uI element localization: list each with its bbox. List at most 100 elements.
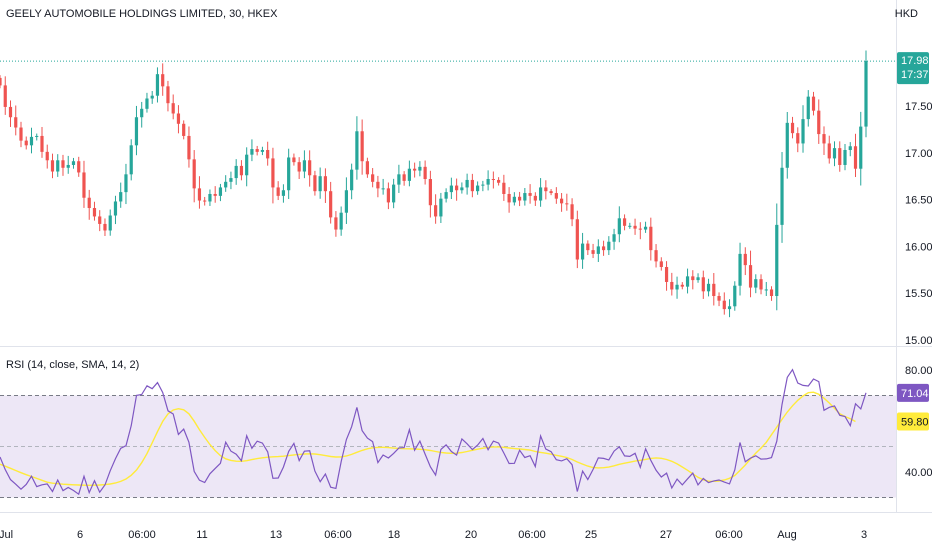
price-tick-label: 16.00 [905,241,932,253]
candle [287,148,291,200]
time-tick-label: 06:00 [715,529,743,541]
candle [455,178,459,201]
candle-body [565,203,569,205]
candle-body [313,175,317,192]
candle-body [386,188,390,203]
candle [738,242,742,296]
candle-body [607,241,611,251]
candle [239,160,244,181]
candle-body [706,283,711,292]
candle [56,154,60,177]
candle-body [481,184,485,186]
candle [418,161,422,177]
candle [19,121,23,148]
countdown-label: 17:37 [901,69,929,81]
candle-body [497,179,501,183]
candle [502,174,506,201]
candle [769,286,774,301]
candle-body [423,166,427,180]
candle-body [50,160,55,172]
candle [491,171,495,189]
time-tick-label: 6 [77,529,83,541]
candle [470,173,474,198]
candle-body [360,131,364,162]
candle [407,160,411,187]
candle-body [213,193,217,196]
candle [675,276,679,299]
candle-body [696,277,700,281]
candle [329,181,333,224]
candle [680,282,684,290]
candle [596,239,600,262]
candle-body [40,135,44,152]
candle [234,159,238,185]
candle [344,177,348,224]
candle [706,278,711,297]
candle [822,126,826,155]
candle [365,157,369,178]
time-tick-label: 3 [861,529,867,541]
candle-body [329,191,333,218]
candle [108,209,112,236]
candle [197,176,202,209]
candle-body [292,157,296,163]
candle [355,116,359,180]
candle [171,94,175,120]
candle-body [24,140,28,146]
candle [617,206,621,243]
candle [323,168,328,203]
candle-body [759,279,763,290]
axis-unit-label: HKD [894,8,918,20]
candle-body [444,192,448,199]
candle-body [271,158,275,188]
candle [580,232,585,269]
candle-body [717,296,721,301]
candle-body [769,289,774,297]
candle [775,203,779,311]
candle [806,90,810,127]
candle [439,192,443,223]
candle-body [108,215,112,231]
rsi-title: RSI (14, close, SMA, 14, 2) [6,359,140,371]
candle-body [87,197,91,209]
candle [575,210,579,269]
candle-body [365,161,369,175]
candle-body [371,174,375,182]
candle-body [218,187,223,196]
candle-body [350,169,354,191]
candle-body [287,157,291,191]
candle-body [617,218,621,235]
candle-body [591,250,595,254]
candle [24,136,28,150]
candle [313,170,317,196]
candle [722,292,726,315]
price-labels: 17.98 17:37 71.04 59.80 [0,52,929,431]
candle [203,196,207,206]
candle-body [250,149,254,155]
candle-body [182,123,186,136]
rsi-value-tag [897,383,929,402]
candle [790,116,795,139]
candle-body [119,192,123,202]
rsi-value-label: 71.04 [901,388,929,400]
candle [245,147,249,187]
candle [544,180,548,200]
candle-body [864,61,868,127]
candle [98,210,102,232]
candle [113,195,118,225]
candle [161,63,165,96]
candle-body [659,261,663,267]
candle-body [638,228,642,230]
candle-body [486,179,490,185]
candle-body [449,185,453,193]
candle-body [859,126,863,169]
candle-body [129,145,133,175]
candle [649,217,653,261]
candle-body [397,174,401,185]
candle-body [145,98,149,109]
candle [696,273,700,283]
rsi-ma-label: 59.80 [901,417,929,429]
candle [664,261,669,291]
candle [785,111,789,179]
